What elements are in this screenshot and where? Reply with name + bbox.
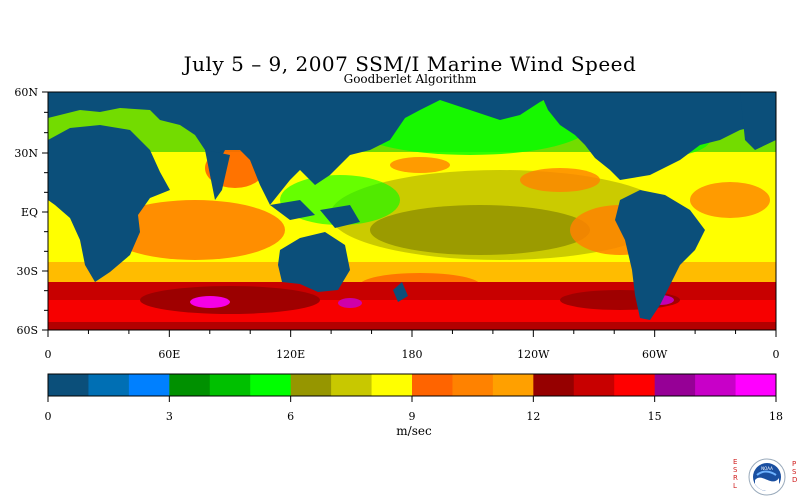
colorbar-tick-label: 6 (287, 410, 294, 423)
colorbar-swatch (331, 374, 373, 396)
colorbar-swatch (492, 374, 534, 396)
lon-label: 0 (45, 348, 52, 361)
colorbar-swatch (573, 374, 615, 396)
colorbar-swatch (209, 374, 251, 396)
colorbar-tick-label: 3 (166, 410, 173, 423)
colorbar-swatch (412, 374, 453, 396)
colorbar-swatch (654, 374, 696, 396)
colorbar-swatch (371, 374, 413, 396)
colorbar-units: m/sec (396, 424, 432, 438)
land-masses (48, 92, 776, 320)
colorbar (47, 373, 777, 397)
lat-label: 60S (16, 324, 38, 337)
colorbar-swatch (614, 374, 656, 396)
colorbar-tick-label: 9 (409, 410, 416, 423)
map-subtitle: Goodberlet Algorithm (343, 72, 477, 86)
colorbar-swatch (250, 374, 292, 396)
lon-label: 60E (158, 348, 180, 361)
colorbar-swatch (88, 374, 130, 396)
colorbar-swatch (128, 374, 170, 396)
longitude-ticks: 0 60E 120E 180 120W 60W 0 (45, 330, 780, 361)
colorbar-swatch (169, 374, 211, 396)
latitude-ticks: 60N 30N EQ 30S 60S (14, 86, 48, 337)
colorbar-tick-label: 12 (526, 410, 540, 423)
lat-label: EQ (21, 206, 38, 219)
lon-label: 0 (773, 348, 780, 361)
colorbar-tick-label: 15 (648, 410, 662, 423)
lon-label: 180 (402, 348, 423, 361)
colorbar-swatch (48, 374, 89, 396)
svg-text:NOAA: NOAA (761, 466, 773, 471)
lon-label: 60W (642, 348, 668, 361)
noaa-logo-icon: NOAA (748, 458, 786, 496)
lat-label: 30S (16, 265, 38, 278)
colorbar-swatch (735, 374, 777, 396)
lon-label: 120W (517, 348, 550, 361)
colorbar-ticks: 0 3 6 9 12 15 18 (45, 396, 783, 423)
colorbar-swatch (533, 374, 575, 396)
lat-label: 30N (14, 147, 38, 160)
colorbar-tick-label: 18 (769, 410, 783, 423)
lat-label: 60N (14, 86, 38, 99)
colorbar-swatch (290, 374, 332, 396)
colorbar-swatch (452, 374, 494, 396)
colorbar-swatch (695, 374, 737, 396)
lon-label: 120E (276, 348, 305, 361)
map-title: July 5 – 9, 2007 SSM/I Marine Wind Speed (183, 52, 637, 76)
colorbar-tick-label: 0 (45, 410, 52, 423)
